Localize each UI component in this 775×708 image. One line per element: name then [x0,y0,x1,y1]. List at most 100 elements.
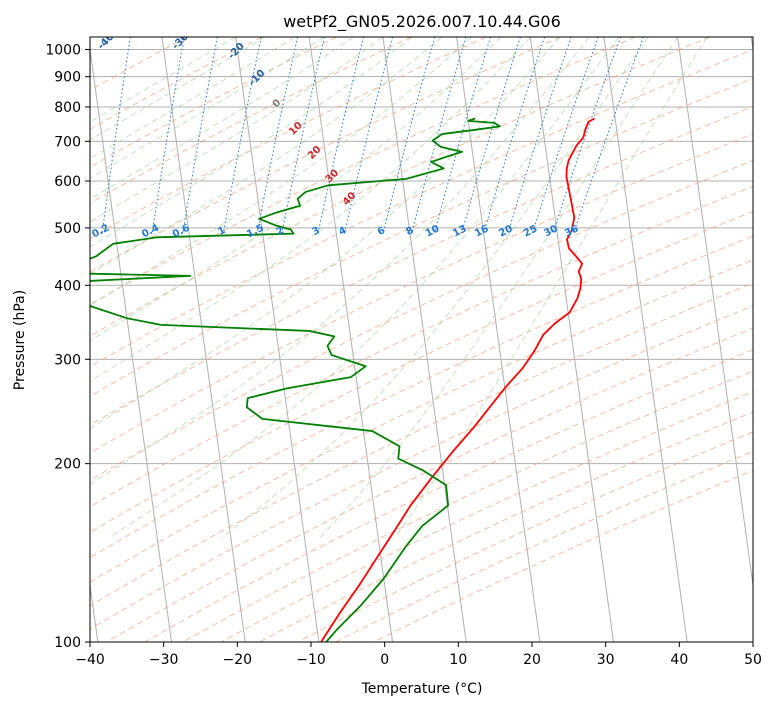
y-tick-label: 600 [54,174,81,190]
mixing-ratio-line [344,37,393,234]
x-tick-label: −10 [296,652,326,668]
plot-area: 0.10.20.40.611.52346810131620253036-100-… [90,37,753,642]
x-tick-label: 20 [523,652,541,668]
moist-adiabat-line [90,37,295,160]
moist-adiabat-line [90,37,443,275]
mixing-ratio-label: 4 [337,225,348,238]
mixing-ratio-line [573,37,644,234]
mixing-ratio-label: 8 [404,225,415,238]
x-tick-label: 50 [744,652,762,668]
y-tick-label: 300 [54,352,81,368]
x-axis-label: Temperature (°C) [361,681,483,697]
dry-adiabat-line [90,37,561,273]
isopleth-labels: 0.10.20.40.611.52346810131620253036-100-… [90,37,580,240]
mixing-ratio-line [461,37,521,234]
mixing-ratio-label: 1 [216,225,227,238]
chart-title: wetPf2_GN05.2026.007.10.44.G06 [283,12,561,32]
dewpoint-profile-line [90,117,501,642]
dry-adiabat-line [106,327,753,642]
x-tick-label: 40 [670,652,688,668]
y-axis: 100 200 300 400 500 600 700 800 900 1000 [45,43,90,651]
dry-adiabat-line [335,450,753,642]
moist-adiabat-line [90,37,531,382]
mixing-ratio-line [182,37,218,234]
x-axis: −40 −30 −20 −10 0 10 20 30 40 50 [75,642,762,668]
mixing-ratio-line [281,37,325,234]
y-tick-label: 1000 [45,43,81,59]
dry-adiabat-line [259,411,753,642]
mixing-ratio-line [552,37,622,234]
dry-adiabat-line [90,37,487,239]
isotherm-line [90,45,173,642]
dry-adiabat-line [90,282,753,607]
moist-adiabats [90,37,708,539]
x-tick-label: 10 [449,652,467,668]
moist-adiabat-line [221,37,649,539]
y-tick-label: 800 [54,100,81,116]
dry-adiabat-line [90,259,753,583]
moist-adiabat-line [108,37,620,539]
mixing-ratio-line [222,37,262,234]
mixing-ratio-label: 6 [376,225,387,238]
moist-adiabat-line [90,37,236,123]
mixing-ratio-line [317,37,365,234]
isotherm-line [677,37,753,589]
moist-adiabat-line [90,37,325,179]
mixing-ratio-line [382,37,436,234]
dry-adiabat-line [90,159,753,481]
mixing-ratio-line [507,37,572,234]
moist-adiabat-line [319,37,679,539]
y-tick-label: 400 [54,278,81,294]
mixing-ratio-line [411,37,467,234]
sounding-profiles [90,117,595,642]
dry-adiabat-line [90,210,753,534]
y-tick-label: 200 [54,457,81,473]
x-tick-label: 30 [597,652,615,668]
mixing-ratio-line [101,37,131,234]
mixing-ratio-line [483,37,546,234]
isotherm-line [161,37,246,642]
y-tick-label: 100 [54,635,81,651]
mixing-ratio-line [256,37,298,234]
dry-adiabats [90,37,753,642]
isotherm-line [456,37,541,642]
mixing-ratio-line [433,37,492,234]
moist-adiabat-line [90,37,561,430]
mixing-ratio-label: 2 [275,225,286,238]
moist-adiabat-line [394,37,708,538]
mixing-ratio-label: 3 [311,225,322,238]
dry-adiabat-line [90,133,753,454]
moist-adiabat-line [90,37,502,342]
dry-adiabat-line [90,185,753,508]
dry-adiabat-line [90,235,753,559]
mixing-ratio-lines [101,37,644,234]
isotherm-line [235,37,320,642]
dry-adiabat-line [297,431,753,642]
isotherm-line [603,37,688,642]
moist-adiabat-line [90,37,413,248]
mixing-ratio-line [532,37,599,234]
dry-adiabat-line [90,37,711,337]
dry-adiabat-line [220,391,753,642]
y-axis-label: Pressure (hPa) [12,290,28,390]
y-tick-label: 900 [54,70,81,86]
x-tick-label: −30 [149,652,179,668]
y-tick-label: 700 [54,134,81,150]
dry-adiabat-line [90,49,753,368]
y-tick-label: 500 [54,221,81,237]
x-tick-label: −40 [75,652,105,668]
dry-adiabat-line [90,106,753,426]
x-tick-label: −20 [223,652,253,668]
dry-adiabat-line [373,469,753,642]
dry-adiabat-line [182,370,753,642]
moist-adiabat-line [90,37,590,485]
dry-adiabat-line [90,77,753,397]
plot-frame [89,36,754,643]
isotherm-line [529,37,615,642]
dry-adiabat-line [144,349,753,642]
moist-adiabat-line [90,37,266,141]
mixing-ratio-line [151,37,185,234]
x-tick-label: 0 [380,652,389,668]
